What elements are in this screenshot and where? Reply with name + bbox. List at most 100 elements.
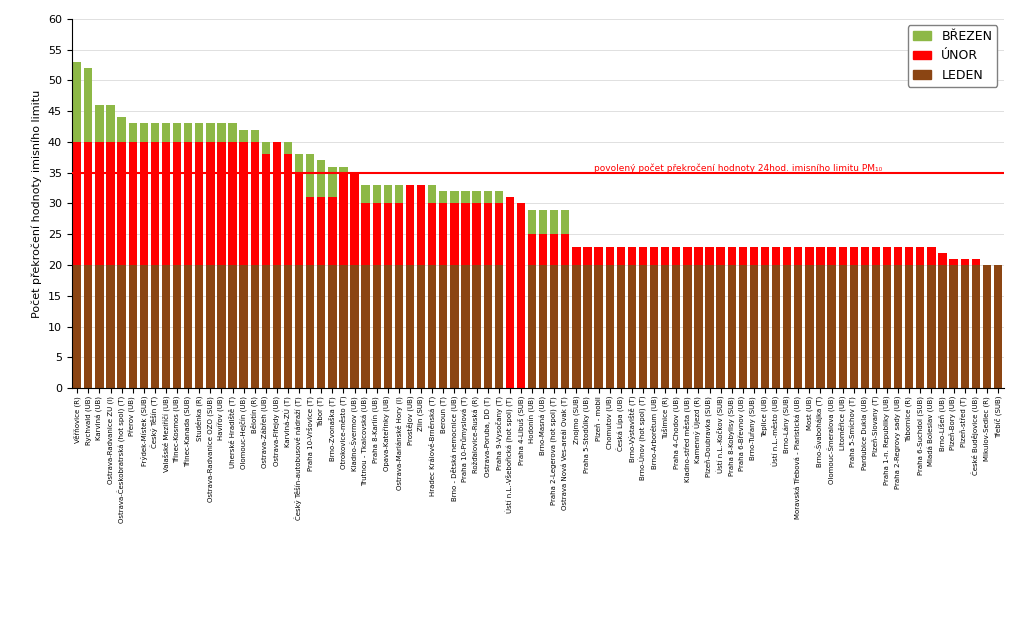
Bar xyxy=(84,265,92,388)
Bar xyxy=(528,234,537,265)
Y-axis label: Počet překročení hodnoty imisního limitu: Počet překročení hodnoty imisního limitu xyxy=(32,90,42,317)
Bar xyxy=(650,247,658,265)
Bar xyxy=(306,265,314,388)
Bar xyxy=(850,265,858,388)
Bar xyxy=(616,265,625,388)
Bar xyxy=(938,253,946,265)
Bar xyxy=(106,105,115,142)
Bar xyxy=(883,265,891,388)
Bar xyxy=(384,185,392,203)
Bar xyxy=(251,130,259,142)
Bar xyxy=(672,265,680,388)
Bar xyxy=(217,265,225,388)
Bar xyxy=(694,265,702,388)
Bar xyxy=(584,265,592,388)
Bar xyxy=(462,191,470,203)
Bar xyxy=(628,265,636,388)
Bar xyxy=(361,203,370,265)
Bar xyxy=(406,185,414,265)
Bar xyxy=(206,265,214,388)
Bar xyxy=(550,234,558,265)
Bar xyxy=(228,265,237,388)
Bar xyxy=(196,123,204,142)
Bar xyxy=(928,247,936,265)
Bar xyxy=(350,265,358,388)
Bar xyxy=(605,247,613,265)
Bar xyxy=(295,173,303,265)
Bar xyxy=(871,265,880,388)
Bar xyxy=(550,210,558,234)
Bar xyxy=(517,203,525,388)
Bar xyxy=(129,123,137,142)
Bar xyxy=(961,259,969,265)
Bar xyxy=(905,265,913,388)
Bar xyxy=(384,265,392,388)
Bar xyxy=(916,265,925,388)
Bar xyxy=(206,123,214,142)
Text: povolený počet překročení hodnoty 24hod. imisního limitu PM₁₀: povolený počet překročení hodnoty 24hod.… xyxy=(594,163,882,173)
Bar xyxy=(439,265,447,388)
Bar xyxy=(883,247,891,265)
Bar xyxy=(428,203,436,265)
Bar xyxy=(728,247,736,265)
Bar xyxy=(694,247,702,265)
Bar xyxy=(683,247,691,265)
Bar xyxy=(262,154,270,265)
Bar xyxy=(129,142,137,265)
Bar xyxy=(495,191,503,203)
Bar xyxy=(706,247,714,265)
Bar xyxy=(972,259,980,265)
Bar xyxy=(240,130,248,142)
Bar xyxy=(451,203,459,265)
Bar xyxy=(595,247,603,265)
Bar xyxy=(905,247,913,265)
Bar xyxy=(373,185,381,203)
Bar xyxy=(795,265,803,388)
Bar xyxy=(728,265,736,388)
Bar xyxy=(717,265,725,388)
Bar xyxy=(528,210,537,234)
Bar xyxy=(639,247,647,265)
Bar xyxy=(650,265,658,388)
Bar xyxy=(472,203,480,265)
Bar xyxy=(272,142,281,265)
Bar xyxy=(584,247,592,265)
Bar xyxy=(118,265,126,388)
Bar xyxy=(472,265,480,388)
Bar xyxy=(861,265,869,388)
Bar xyxy=(528,265,537,388)
Bar xyxy=(451,265,459,388)
Bar xyxy=(196,142,204,265)
Bar xyxy=(483,203,492,265)
Bar xyxy=(228,123,237,142)
Bar xyxy=(139,123,147,142)
Bar xyxy=(173,265,181,388)
Bar xyxy=(616,247,625,265)
Bar xyxy=(361,185,370,203)
Bar xyxy=(240,265,248,388)
Bar xyxy=(938,265,946,388)
Bar xyxy=(605,265,613,388)
Bar xyxy=(118,117,126,142)
Bar xyxy=(73,142,81,265)
Bar xyxy=(184,123,193,142)
Bar xyxy=(317,265,326,388)
Bar xyxy=(472,191,480,203)
Bar xyxy=(228,142,237,265)
Bar xyxy=(350,173,358,265)
Bar xyxy=(462,203,470,265)
Bar xyxy=(84,142,92,265)
Bar xyxy=(572,265,581,388)
Bar xyxy=(949,259,957,265)
Bar xyxy=(462,265,470,388)
Bar xyxy=(73,265,81,388)
Bar xyxy=(816,265,824,388)
Bar xyxy=(329,167,337,197)
Bar xyxy=(451,191,459,203)
Bar xyxy=(861,247,869,265)
Bar xyxy=(184,265,193,388)
Bar xyxy=(561,234,569,265)
Bar xyxy=(916,247,925,265)
Bar xyxy=(871,247,880,265)
Bar xyxy=(84,68,92,142)
